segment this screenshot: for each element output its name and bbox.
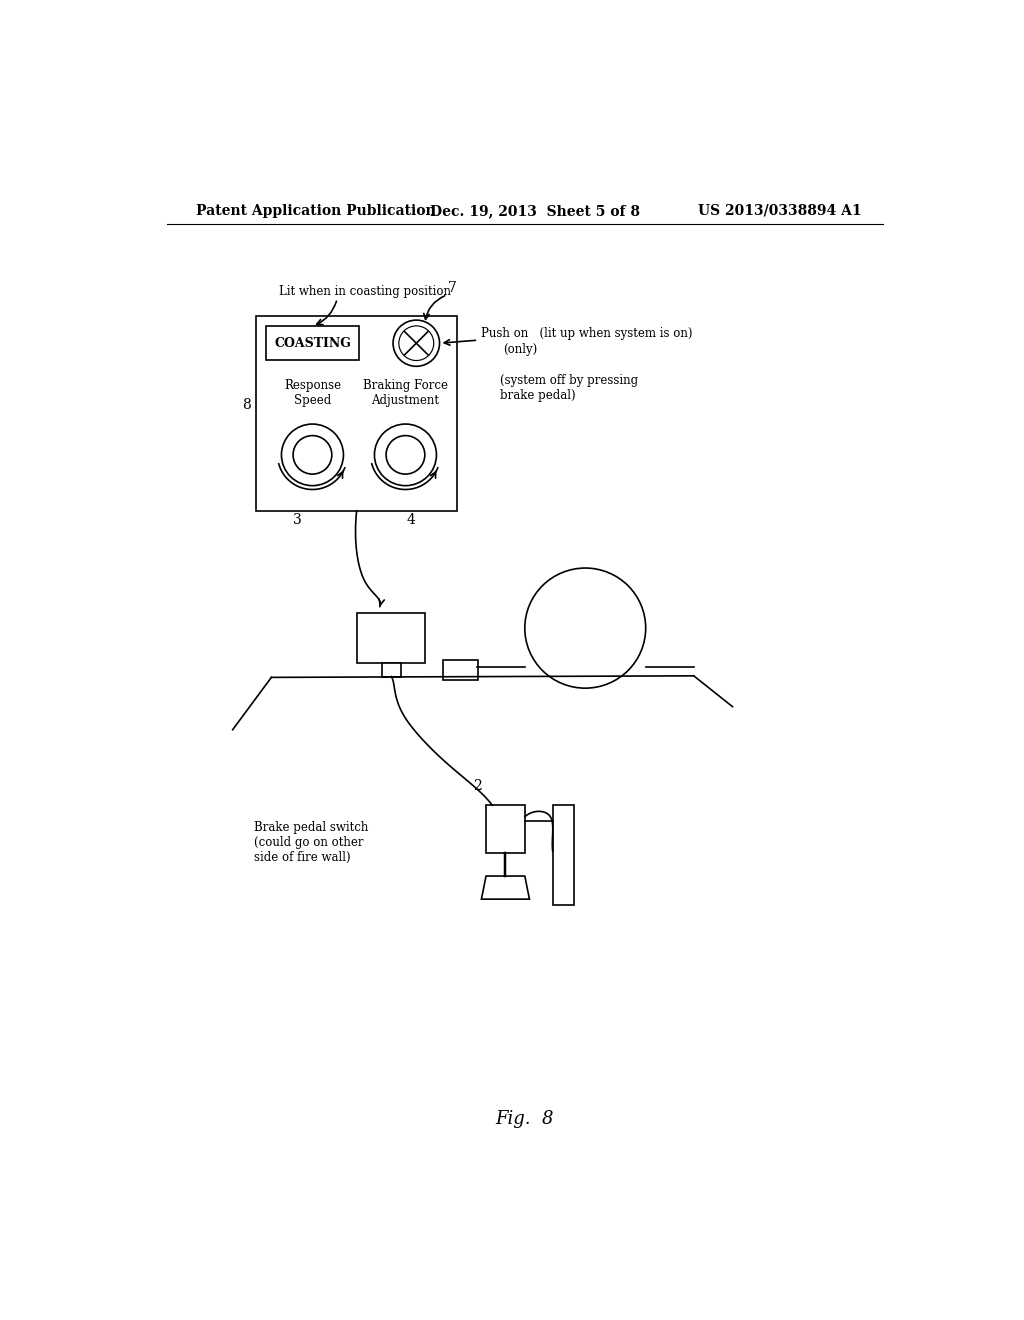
Text: Brake pedal switch
(could go on other
side of fire wall): Brake pedal switch (could go on other si… [254,821,369,863]
Text: US 2013/0338894 A1: US 2013/0338894 A1 [697,203,861,218]
Text: Push on   (lit up when system is on): Push on (lit up when system is on) [481,327,693,341]
Text: (system off by pressing
brake pedal): (system off by pressing brake pedal) [500,374,638,401]
Text: 3: 3 [293,513,301,527]
Bar [356,612,425,663]
Text: Dec. 19, 2013  Sheet 5 of 8: Dec. 19, 2013 Sheet 5 of 8 [430,203,640,218]
Text: 7: 7 [447,281,457,294]
Text: Response
Speed: Response Speed [284,379,341,407]
Text: 2: 2 [473,779,481,793]
Text: Lit when in coasting position: Lit when in coasting position [280,285,452,298]
Text: COASTING: COASTING [274,337,351,350]
Text: Braking Force
Adjustment: Braking Force Adjustment [362,379,447,407]
Bar [266,326,359,360]
Text: (only): (only) [503,343,538,356]
Text: 4: 4 [407,513,416,527]
Text: Patent Application Publication: Patent Application Publication [197,203,436,218]
Text: 8: 8 [243,397,251,412]
Text: Fig.  8: Fig. 8 [496,1110,554,1129]
Bar [486,805,524,853]
Bar [256,317,458,511]
Bar [442,660,477,680]
Bar [382,663,400,677]
Bar [553,805,574,906]
